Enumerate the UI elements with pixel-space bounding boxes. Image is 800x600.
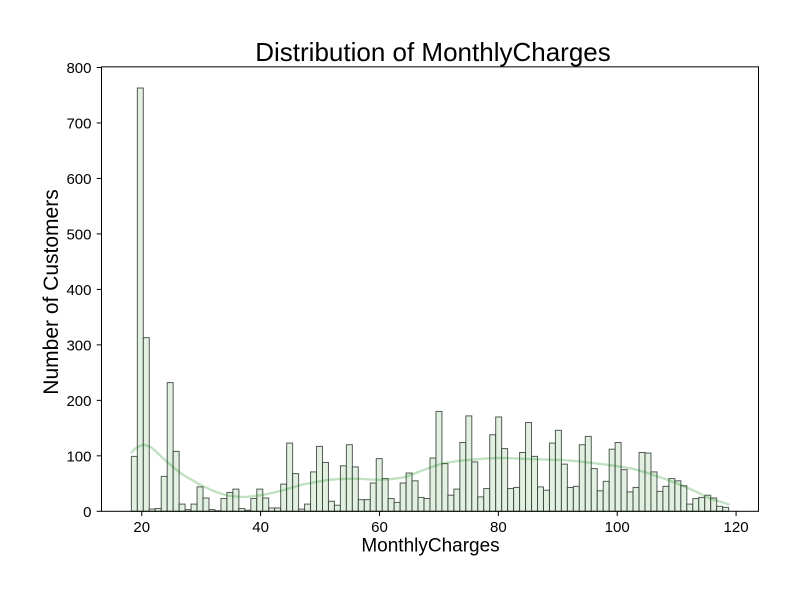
svg-text:40: 40 — [252, 519, 269, 536]
svg-text:0: 0 — [83, 504, 91, 521]
svg-text:80: 80 — [490, 519, 507, 536]
svg-text:Distribution of MonthlyCharges: Distribution of MonthlyCharges — [255, 37, 611, 67]
svg-text:800: 800 — [66, 60, 91, 77]
svg-text:400: 400 — [66, 282, 91, 299]
svg-text:20: 20 — [133, 519, 150, 536]
svg-text:120: 120 — [724, 519, 749, 536]
svg-text:MonthlyCharges: MonthlyCharges — [361, 536, 499, 557]
svg-text:300: 300 — [66, 337, 91, 354]
svg-text:Number of Customers: Number of Customers — [40, 189, 63, 394]
svg-text:60: 60 — [371, 519, 388, 536]
svg-text:100: 100 — [66, 448, 91, 465]
svg-text:600: 600 — [66, 171, 91, 188]
svg-text:700: 700 — [66, 115, 91, 132]
svg-text:200: 200 — [66, 393, 91, 410]
svg-text:100: 100 — [605, 519, 630, 536]
svg-text:500: 500 — [66, 226, 91, 243]
